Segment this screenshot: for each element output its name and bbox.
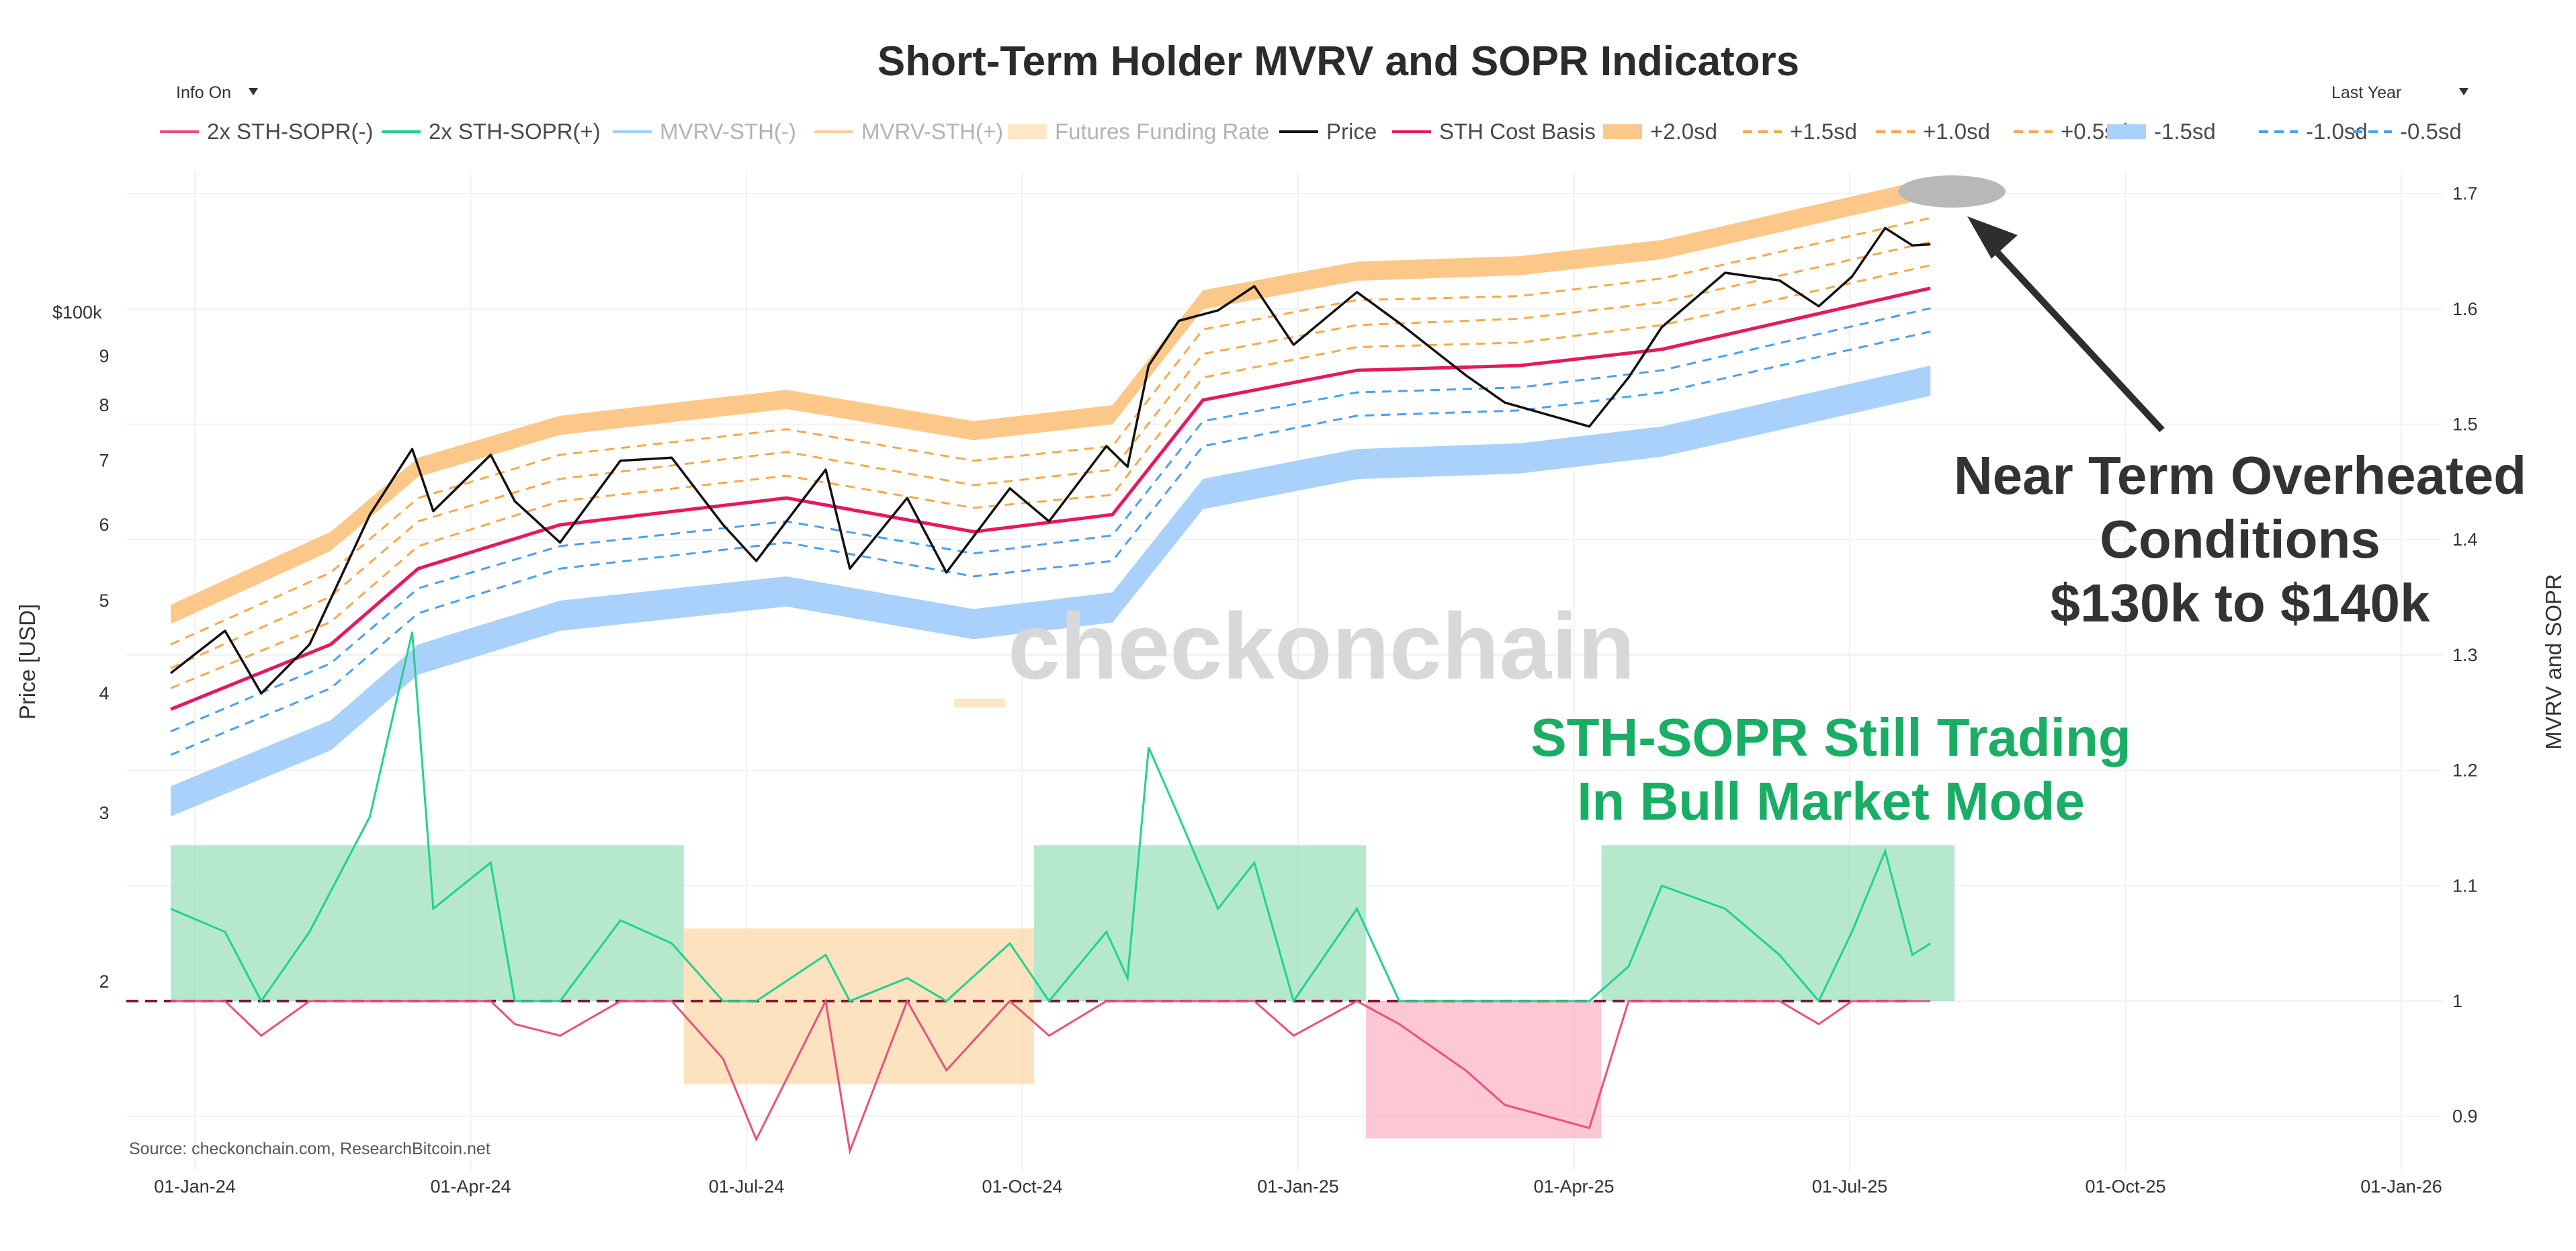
overheated-arrow-head-icon [1967, 216, 2018, 259]
legend-label-mvrv-sth: MVRV-STH(+) [861, 119, 1003, 144]
x-tick-label: 01-Jul-25 [1812, 1176, 1888, 1197]
sth-sopr-negative-line [171, 998, 1931, 1155]
legend-label-1-5sd: -1.5sd [2154, 119, 2216, 144]
legend-swatch-futures-funding-rate [1008, 124, 1047, 139]
sopr-annotation-line2: In Bull Market Mode [1577, 771, 2085, 831]
legend-swatch-2-0sd [1603, 124, 1642, 139]
sth-sopr-positive-line [170, 632, 1932, 1004]
x-tick-label: 01-Jan-25 [1257, 1176, 1339, 1197]
sopr-zone-green [1601, 845, 1955, 1001]
plus-2-0sd-band [171, 178, 1931, 624]
chart-title: Short-Term Holder MVRV and SOPR Indicato… [877, 38, 1799, 85]
watermark: checkonchain [1008, 593, 1635, 699]
y-left-tick-label: 3 [99, 803, 109, 823]
legend-label-sth-cost-basis: STH Cost Basis [1439, 119, 1596, 144]
minus-1-5sd-band [171, 365, 1931, 817]
legend: 2x STH-SOPR(-) 2x STH-SOPR(+) MVRV-STH(-) M… [160, 119, 2462, 144]
y-left-tick-label: 9 [99, 346, 109, 366]
legend-label-2x-sth-sopr: 2x STH-SOPR(-) [207, 119, 374, 144]
y-right-tick-label: 1.4 [2452, 529, 2478, 550]
legend-swatch-1-5sd [2107, 124, 2146, 139]
y-right-tick-label: 1.1 [2452, 875, 2478, 896]
y-left-tick-label: $100k [52, 302, 102, 322]
legend-label-2x-sth-sopr: 2x STH-SOPR(+) [429, 119, 601, 144]
x-tick-label: 01-Jul-24 [709, 1176, 785, 1197]
x-tick-label: 01-Apr-25 [1533, 1176, 1614, 1197]
info-toggle-chevron-icon [249, 88, 258, 95]
sopr-annotation-line1: STH-SOPR Still Trading [1531, 707, 2131, 767]
x-tick-label: 01-Apr-24 [430, 1176, 511, 1197]
source-note: Source: checkonchain.com, ResearchBitcoi… [129, 1139, 490, 1158]
axes: 01-Jan-24 01-Apr-24 01-Jul-24 01-Oct-24 01-J… [52, 183, 2478, 1197]
sopr-zones [171, 845, 1955, 1139]
x-tick-label: 01-Oct-24 [982, 1176, 1062, 1197]
y-right-tick-label: 1.6 [2452, 299, 2478, 319]
y-left-tick-label: 2 [99, 972, 109, 992]
sopr-zone-orange [683, 928, 1034, 1084]
y-left-axis-label: Price [USD] [15, 604, 40, 720]
x-tick-label: 01-Jan-24 [154, 1176, 236, 1197]
y-left-tick-label: 4 [99, 683, 109, 703]
plus-0-5sd-line [170, 264, 1931, 689]
y-left-tick-label: 6 [99, 515, 109, 535]
price-line [170, 226, 1931, 695]
legend-label-price: Price [1326, 119, 1377, 144]
minus-1-0sd-line [170, 331, 1931, 756]
range-selector[interactable]: Last Year [2331, 83, 2468, 102]
y-right-tick-label: 1.2 [2452, 761, 2478, 781]
x-tick-label: 01-Oct-25 [2085, 1176, 2165, 1197]
plus-1-0sd-line [170, 241, 1931, 669]
info-toggle[interactable]: Info On [176, 83, 258, 102]
y-right-tick-label: 1.3 [2452, 645, 2478, 665]
y-right-axis-label: MVRV and SOPR [2541, 574, 2566, 750]
legend-label-mvrv-sth: MVRV-STH(-) [660, 119, 796, 144]
minus-0-5sd-line [170, 307, 1931, 733]
sth-cost-basis-line [170, 286, 1931, 711]
x-tick-label: 01-Jan-26 [2360, 1176, 2442, 1197]
y-right-tick-label: 1.5 [2452, 415, 2478, 435]
y-right-tick-label: 1 [2452, 991, 2462, 1011]
legend-label-2-0sd: +2.0sd [1650, 119, 1717, 144]
y-left-tick-label: 8 [99, 395, 109, 415]
sopr-zone-green [171, 845, 684, 1001]
plus-1-5sd-line [170, 216, 1931, 646]
series-lines [126, 216, 1932, 1155]
sopr-zone-red [1366, 1001, 1602, 1139]
overheated-annotation-line3: $130k to $140k [2051, 573, 2430, 633]
range-selector-label: Last Year [2331, 83, 2401, 102]
funding-rate-marker [954, 699, 1005, 707]
sd-bands [171, 178, 1931, 817]
y-right-tick-label: 1.7 [2452, 183, 2478, 204]
y-left-tick-label: 7 [99, 451, 109, 471]
legend-label-futures-funding-rate: Futures Funding Rate [1055, 119, 1269, 144]
legend-label-1-5sd: +1.5sd [1790, 119, 1857, 144]
legend-label-0-5sd: -0.5sd [2400, 119, 2462, 144]
info-toggle-label: Info On [176, 83, 231, 102]
overheated-annotation-line1: Near Term Overheated [1954, 445, 2526, 505]
range-selector-chevron-icon [2459, 88, 2468, 95]
y-right-tick-label: 0.9 [2452, 1107, 2478, 1127]
overheated-annotation-line2: Conditions [2100, 509, 2380, 569]
y-left-tick-label: 5 [99, 591, 109, 611]
overheated-target-ellipse [1898, 175, 2006, 208]
legend-label-1-0sd: +1.0sd [1923, 119, 1990, 144]
overheated-arrow-shaft [1986, 241, 2165, 433]
